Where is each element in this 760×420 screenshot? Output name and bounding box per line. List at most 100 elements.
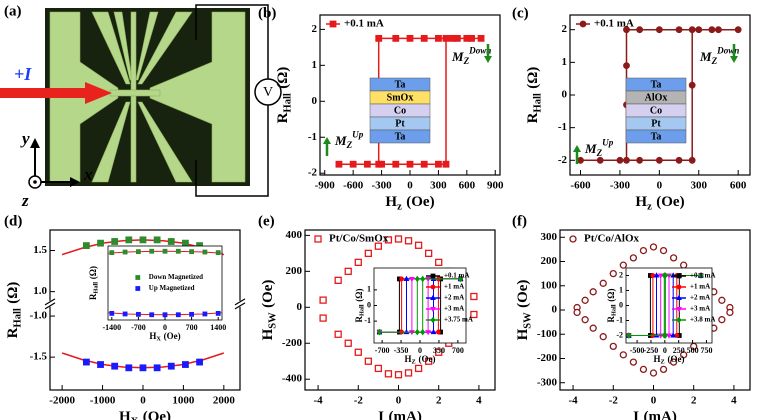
marker	[676, 306, 682, 313]
marker	[734, 26, 742, 34]
marker	[629, 358, 638, 366]
annotation-part: Up	[602, 138, 614, 148]
plot-frame	[107, 245, 223, 321]
marker	[392, 34, 400, 42]
marker	[599, 279, 607, 287]
marker	[695, 26, 703, 34]
current-label: +I	[14, 64, 32, 84]
marker	[109, 250, 115, 256]
stack-label: Ta	[651, 131, 662, 142]
plot-frame	[373, 267, 467, 344]
marker	[596, 156, 604, 164]
marker	[409, 276, 415, 283]
y-axis-label-part: (Ω)	[5, 282, 21, 304]
x-tick-label: -1400	[102, 323, 121, 332]
stack-label: Ta	[395, 79, 406, 90]
marker	[435, 348, 443, 356]
x-axis-label-part: (Oe)	[418, 354, 435, 364]
marker	[655, 26, 663, 34]
wire	[195, 4, 269, 79]
y-axis-label: RHall (Ω)	[606, 289, 618, 323]
y-tick-label: 400	[286, 229, 303, 241]
marker	[135, 275, 141, 280]
marker	[589, 324, 597, 332]
marker	[376, 328, 382, 336]
y-tick-label: 0	[552, 304, 558, 316]
marker	[420, 34, 428, 42]
panel-label: (f)	[512, 213, 527, 229]
x-axis-label-part: (Oe)	[164, 331, 181, 341]
y-tick-label: 0	[367, 300, 371, 309]
marker	[364, 357, 372, 365]
y-axis-label-part: R	[88, 293, 98, 300]
x-tick-label: -2	[354, 394, 364, 406]
y-axis-label: HSW (Oe)	[260, 280, 278, 341]
marker	[430, 284, 436, 290]
legend-label: Up Magnetized	[149, 284, 195, 292]
wire	[195, 105, 269, 197]
annotation: MZUp	[334, 130, 364, 150]
stack-label: Co	[394, 105, 406, 116]
inset: -500 -250 0 250 500 750 -2 -1 0 1 2 HZ (Oe) RHall (Ω) +…	[606, 267, 715, 366]
marker	[569, 235, 577, 243]
y-axis-label-part: H	[260, 328, 276, 340]
annotation-part: Z	[346, 140, 353, 150]
y-axis-label-part: (Ω)	[354, 289, 364, 302]
x-tick-label: 750	[700, 346, 712, 355]
y-axis-label-part: SW	[268, 312, 279, 329]
x-tick-label: 0	[163, 323, 167, 332]
x-tick-label: 700	[186, 323, 198, 332]
x-tick-label: 700	[452, 346, 464, 355]
marker	[215, 250, 221, 256]
axis-break	[237, 300, 243, 307]
marker	[649, 243, 658, 251]
arrow-head	[484, 56, 492, 63]
marker	[167, 362, 175, 370]
marker	[589, 288, 597, 296]
data-layer	[108, 248, 222, 318]
marker	[435, 34, 442, 42]
annotation-part: Z	[463, 56, 470, 66]
marker	[344, 339, 352, 347]
y-axis-label-part: (Oe)	[515, 280, 531, 308]
annotation: MZUp	[584, 138, 614, 158]
x-tick-label: 250	[673, 346, 685, 355]
x-axis-label-part: Z	[412, 359, 416, 366]
marker	[139, 236, 147, 244]
marker	[122, 311, 128, 317]
data-layer	[577, 26, 742, 164]
marker	[442, 160, 450, 168]
marker	[354, 258, 362, 267]
y-axis-label-part: (Ω)	[525, 67, 541, 89]
legend-label: +1 mA	[444, 283, 464, 291]
x-tick-label: -2	[609, 394, 619, 406]
data-layer	[626, 272, 704, 339]
marker	[463, 34, 471, 42]
x-tick-label: -300	[610, 179, 631, 191]
x-tick-label: 4	[731, 394, 737, 406]
x-tick-label: 2	[691, 394, 697, 406]
annotation-part: Down	[468, 46, 491, 56]
marker	[189, 249, 195, 255]
y-tick-label: -200	[282, 337, 303, 349]
device-panel: +I V y x z (a)	[0, 3, 282, 210]
y-tick-label: -1.5	[30, 351, 48, 363]
y-axis-label-part: Hall	[13, 308, 24, 327]
marker	[375, 34, 383, 42]
y-tick-label: 0	[312, 95, 318, 107]
marker	[384, 370, 393, 378]
marker	[639, 365, 648, 374]
arrow-head	[730, 56, 738, 63]
x-tick-label: 2	[436, 394, 442, 406]
marker	[698, 272, 704, 279]
x-axis-label-part: H	[385, 194, 397, 210]
legend-label: +2 mA	[444, 294, 464, 302]
marker	[153, 364, 161, 372]
axis-label: x	[83, 165, 93, 184]
stack-label: Co	[650, 105, 662, 116]
y-tick-label: 0	[562, 89, 568, 101]
marker	[344, 267, 352, 275]
legend-label: +3.8 mA	[690, 316, 715, 324]
stack-label: Pt	[651, 118, 661, 129]
marker	[349, 160, 357, 168]
